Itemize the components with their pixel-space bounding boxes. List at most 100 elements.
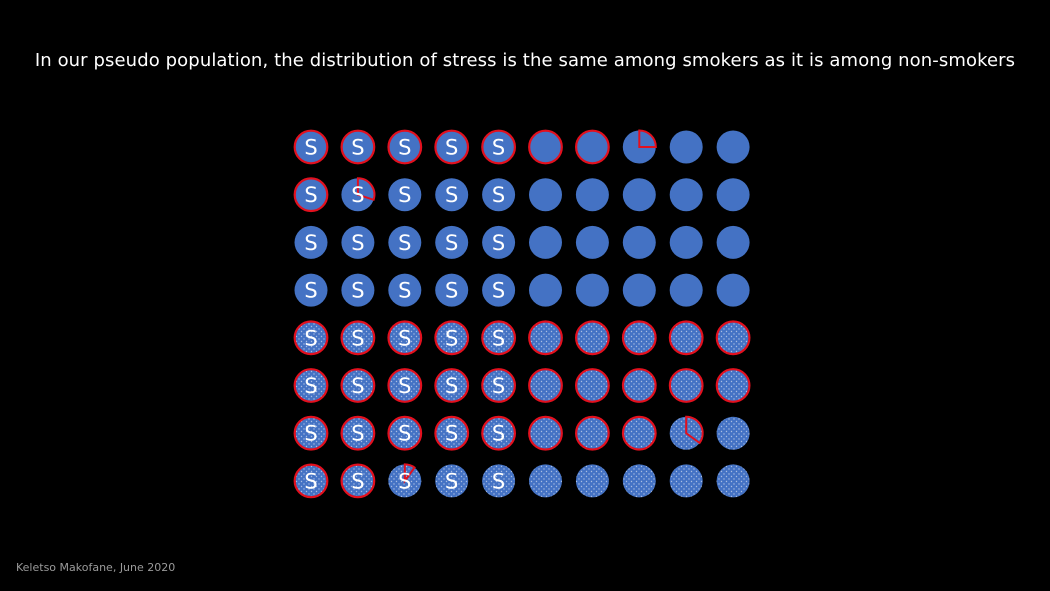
person-circle: S (435, 178, 469, 212)
stress-label: S (304, 136, 317, 160)
person-circle: S (340, 463, 376, 499)
stress-label: S (351, 469, 364, 493)
person-circle (575, 178, 609, 212)
person-circle: S (340, 415, 376, 451)
person-circle (622, 464, 656, 498)
stress-label: S (351, 231, 364, 255)
stress-label: S (398, 231, 411, 255)
stress-label: S (304, 326, 317, 350)
person-circle (668, 368, 704, 403)
person-circle (529, 464, 562, 498)
person-circle: S (481, 129, 517, 165)
stress-label: S (492, 469, 505, 493)
stress-label: S (492, 183, 505, 207)
person-circle: S (293, 320, 329, 356)
person-circle: S (341, 273, 375, 307)
person-circle (669, 415, 704, 450)
stress-label: S (351, 422, 364, 446)
person-circle (715, 320, 751, 356)
person-circle: S (387, 320, 423, 356)
person-circle: S (293, 177, 329, 213)
person-circle (622, 178, 656, 212)
person-circle: S (482, 178, 516, 212)
stress-label: S (445, 374, 458, 398)
stress-label: S (492, 279, 505, 303)
person-circle: S (434, 129, 470, 165)
stress-label: S (304, 183, 317, 207)
author-credit: Keletso Makofane, June 2020 (16, 561, 176, 574)
person-circle: S (340, 320, 376, 356)
stress-label: S (351, 326, 364, 350)
person-circle: S (341, 225, 375, 259)
person-circle (528, 368, 563, 403)
person-circle (716, 416, 750, 450)
stress-label: S (304, 469, 317, 493)
person-circle (575, 129, 610, 165)
person-circle: S (434, 320, 470, 356)
person-circle (621, 368, 657, 403)
person-circle: S (434, 415, 470, 451)
person-circle: S (481, 368, 517, 403)
person-circle (715, 368, 751, 403)
person-circle (529, 273, 562, 307)
person-circle: S (435, 273, 469, 307)
stress-label: S (398, 279, 411, 303)
stress-label: S (351, 136, 364, 160)
person-circle (669, 273, 703, 307)
person-circle (622, 129, 657, 164)
person-circle (669, 178, 703, 212)
stress-label: S (492, 136, 505, 160)
person-circle (575, 225, 609, 259)
person-circle: S (481, 320, 517, 356)
person-circle: S (388, 273, 422, 307)
person-circle: S (387, 129, 423, 165)
stress-label: S (492, 374, 505, 398)
stress-label: S (351, 183, 364, 207)
person-circle: S (388, 463, 422, 498)
person-circle (575, 464, 609, 498)
stress-label: S (304, 279, 317, 303)
stress-label: S (351, 279, 364, 303)
person-circle (621, 415, 657, 451)
stress-label: S (398, 136, 411, 160)
person-circle: S (388, 178, 422, 212)
person-circle: S (435, 464, 469, 498)
person-circle: S (340, 129, 376, 165)
person-circle (669, 225, 703, 259)
person-circle (622, 225, 656, 259)
stress-label: S (445, 231, 458, 255)
person-circle: S (435, 225, 469, 259)
stress-label: S (398, 469, 411, 493)
stress-label: S (398, 422, 411, 446)
person-circle: S (294, 225, 328, 259)
person-circle: S (434, 368, 470, 403)
stress-label: S (492, 326, 505, 350)
person-circle: S (293, 463, 329, 499)
stress-label: S (445, 422, 458, 446)
person-circle: S (482, 273, 516, 307)
person-circle (575, 368, 610, 403)
person-circle: S (293, 368, 329, 403)
person-circle (669, 130, 703, 164)
person-circle: S (294, 273, 328, 307)
person-circle: S (482, 225, 516, 259)
person-circle (529, 178, 562, 212)
stress-label: S (492, 422, 505, 446)
person-circle (716, 273, 750, 307)
stress-label: S (445, 326, 458, 350)
person-circle (528, 320, 563, 356)
person-circle (716, 130, 750, 164)
person-circle: S (387, 368, 423, 403)
person-circle (621, 320, 657, 356)
person-circle (716, 464, 750, 498)
person-circle (575, 320, 610, 356)
stress-label: S (398, 183, 411, 207)
stress-label: S (351, 374, 364, 398)
stress-label: S (445, 136, 458, 160)
person-circle (529, 225, 562, 259)
person-circle (575, 415, 610, 451)
person-circle (716, 178, 750, 212)
person-circle (528, 415, 563, 451)
person-circle (575, 273, 609, 307)
